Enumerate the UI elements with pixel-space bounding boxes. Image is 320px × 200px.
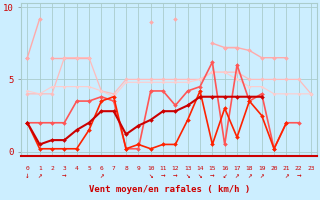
Text: →: → [210,171,215,180]
Text: ↗: ↗ [247,171,252,180]
X-axis label: Vent moyen/en rafales ( km/h ): Vent moyen/en rafales ( km/h ) [89,185,250,194]
Text: →: → [161,171,165,180]
Text: ↗: ↗ [235,171,239,180]
Text: ↗: ↗ [37,171,42,180]
Text: ↘: ↘ [198,171,202,180]
Text: ↗: ↗ [99,171,104,180]
Text: →: → [62,171,67,180]
Text: ↗: ↗ [260,171,264,180]
Text: ↙: ↙ [222,171,227,180]
Text: →: → [296,171,301,180]
Text: ↓: ↓ [25,171,30,180]
Text: ↗: ↗ [284,171,289,180]
Text: ↘: ↘ [185,171,190,180]
Text: ↘: ↘ [148,171,153,180]
Text: →: → [173,171,178,180]
